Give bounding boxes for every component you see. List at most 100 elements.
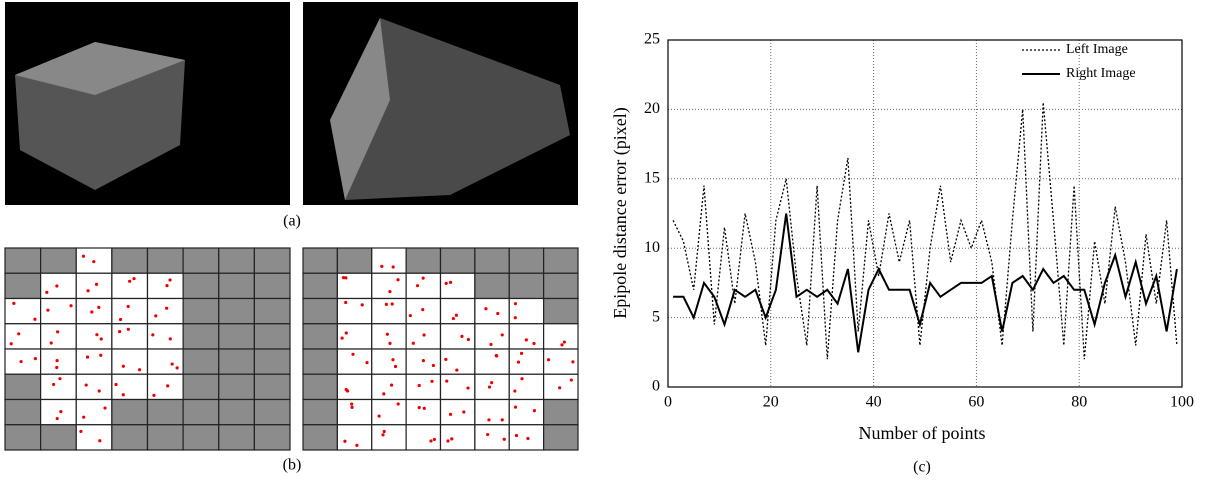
grid-cell [371,323,407,350]
feature-point [33,317,37,321]
grid-cell [218,424,255,451]
feature-point [562,340,566,344]
grid-cell [474,398,510,426]
grid-cell [405,424,442,451]
feature-point [393,364,398,369]
grid-cell [439,398,476,426]
feature-point [520,377,524,381]
grid-cell [75,348,113,375]
grid-cell [182,323,220,350]
grid-cell [474,247,510,274]
feature-point [389,383,394,387]
grid-cell [474,348,510,375]
grid-cell [543,424,579,451]
grid-cell [336,323,373,350]
y-tick-label: 15 [644,169,660,186]
grid-cell [302,272,338,300]
grid-cell [543,247,579,274]
grid-cell [371,247,407,274]
grid-cell [75,398,113,426]
feature-point [360,303,364,307]
grid-cell [474,297,510,325]
feature-point [448,412,453,416]
cube-face [330,18,390,200]
grid-cell [146,323,184,350]
feature-point [351,352,355,356]
feature-point [55,365,59,370]
grid-cell [146,272,184,300]
grid-cell [405,373,442,401]
grid-cell [253,348,291,375]
feature-point [385,332,389,336]
feature-point [560,343,564,347]
grid-cell [146,348,184,375]
feature-point [19,359,23,364]
legend-label: Left Image [1066,42,1128,57]
feature-point [58,377,62,381]
feature-point [165,306,169,310]
feature-point [431,363,435,368]
series-line [672,102,1178,360]
feature-point [421,276,425,280]
feature-point [69,304,73,308]
grid-cell [302,247,338,274]
feature-point [382,429,386,434]
grid-cell [371,297,407,325]
grid-cell [40,424,77,451]
feature-point [526,436,530,441]
feature-point [355,443,359,447]
grid-cell [111,398,149,426]
cube-right [330,18,570,200]
grid-cell [111,297,149,325]
feature-point [343,439,347,443]
feature-point [558,386,562,390]
feature-point [460,334,464,338]
feature-point [86,289,90,293]
grid-cell [302,398,338,426]
grid-cell [75,373,113,401]
grid-cell [218,272,255,300]
feature-point [487,418,491,422]
feature-point [388,289,392,294]
feature-point [168,278,172,282]
feature-point [513,405,518,409]
x-axis-label: Number of points [859,423,986,443]
grid-cell [40,348,77,375]
feature-point [466,386,470,390]
grid-cell [40,297,77,325]
feature-point [381,433,385,437]
grid-cell [474,424,510,451]
grid-cell [146,297,184,325]
grid-cell [371,373,407,401]
grid-cell [543,297,579,325]
grid-cell [405,323,442,350]
grid-cell [111,247,149,274]
feature-point [126,304,130,309]
grid-cell [111,323,149,350]
feature-point [94,282,99,286]
feature-point [121,364,125,368]
feature-point [59,409,63,414]
feature-point [121,393,125,397]
grid-cell [336,297,373,325]
feature-point [384,302,388,306]
grid-cell [508,373,545,401]
grid-cell [218,398,255,426]
feature-point [118,330,122,334]
feature-point [382,392,386,396]
feature-point [519,351,524,355]
grid-cell [508,297,545,325]
grid-cell [371,348,407,375]
feature-point [84,383,88,387]
feature-point [500,333,504,337]
grid-cell [302,373,338,401]
feature-point [487,385,492,389]
feature-point [513,302,518,306]
plot-frame [667,39,1183,388]
grid-cell [4,323,42,350]
feature-point [516,360,521,364]
feature-point [391,358,395,362]
feature-point [532,409,537,413]
feature-point [17,332,21,336]
grid-cell [75,424,113,451]
